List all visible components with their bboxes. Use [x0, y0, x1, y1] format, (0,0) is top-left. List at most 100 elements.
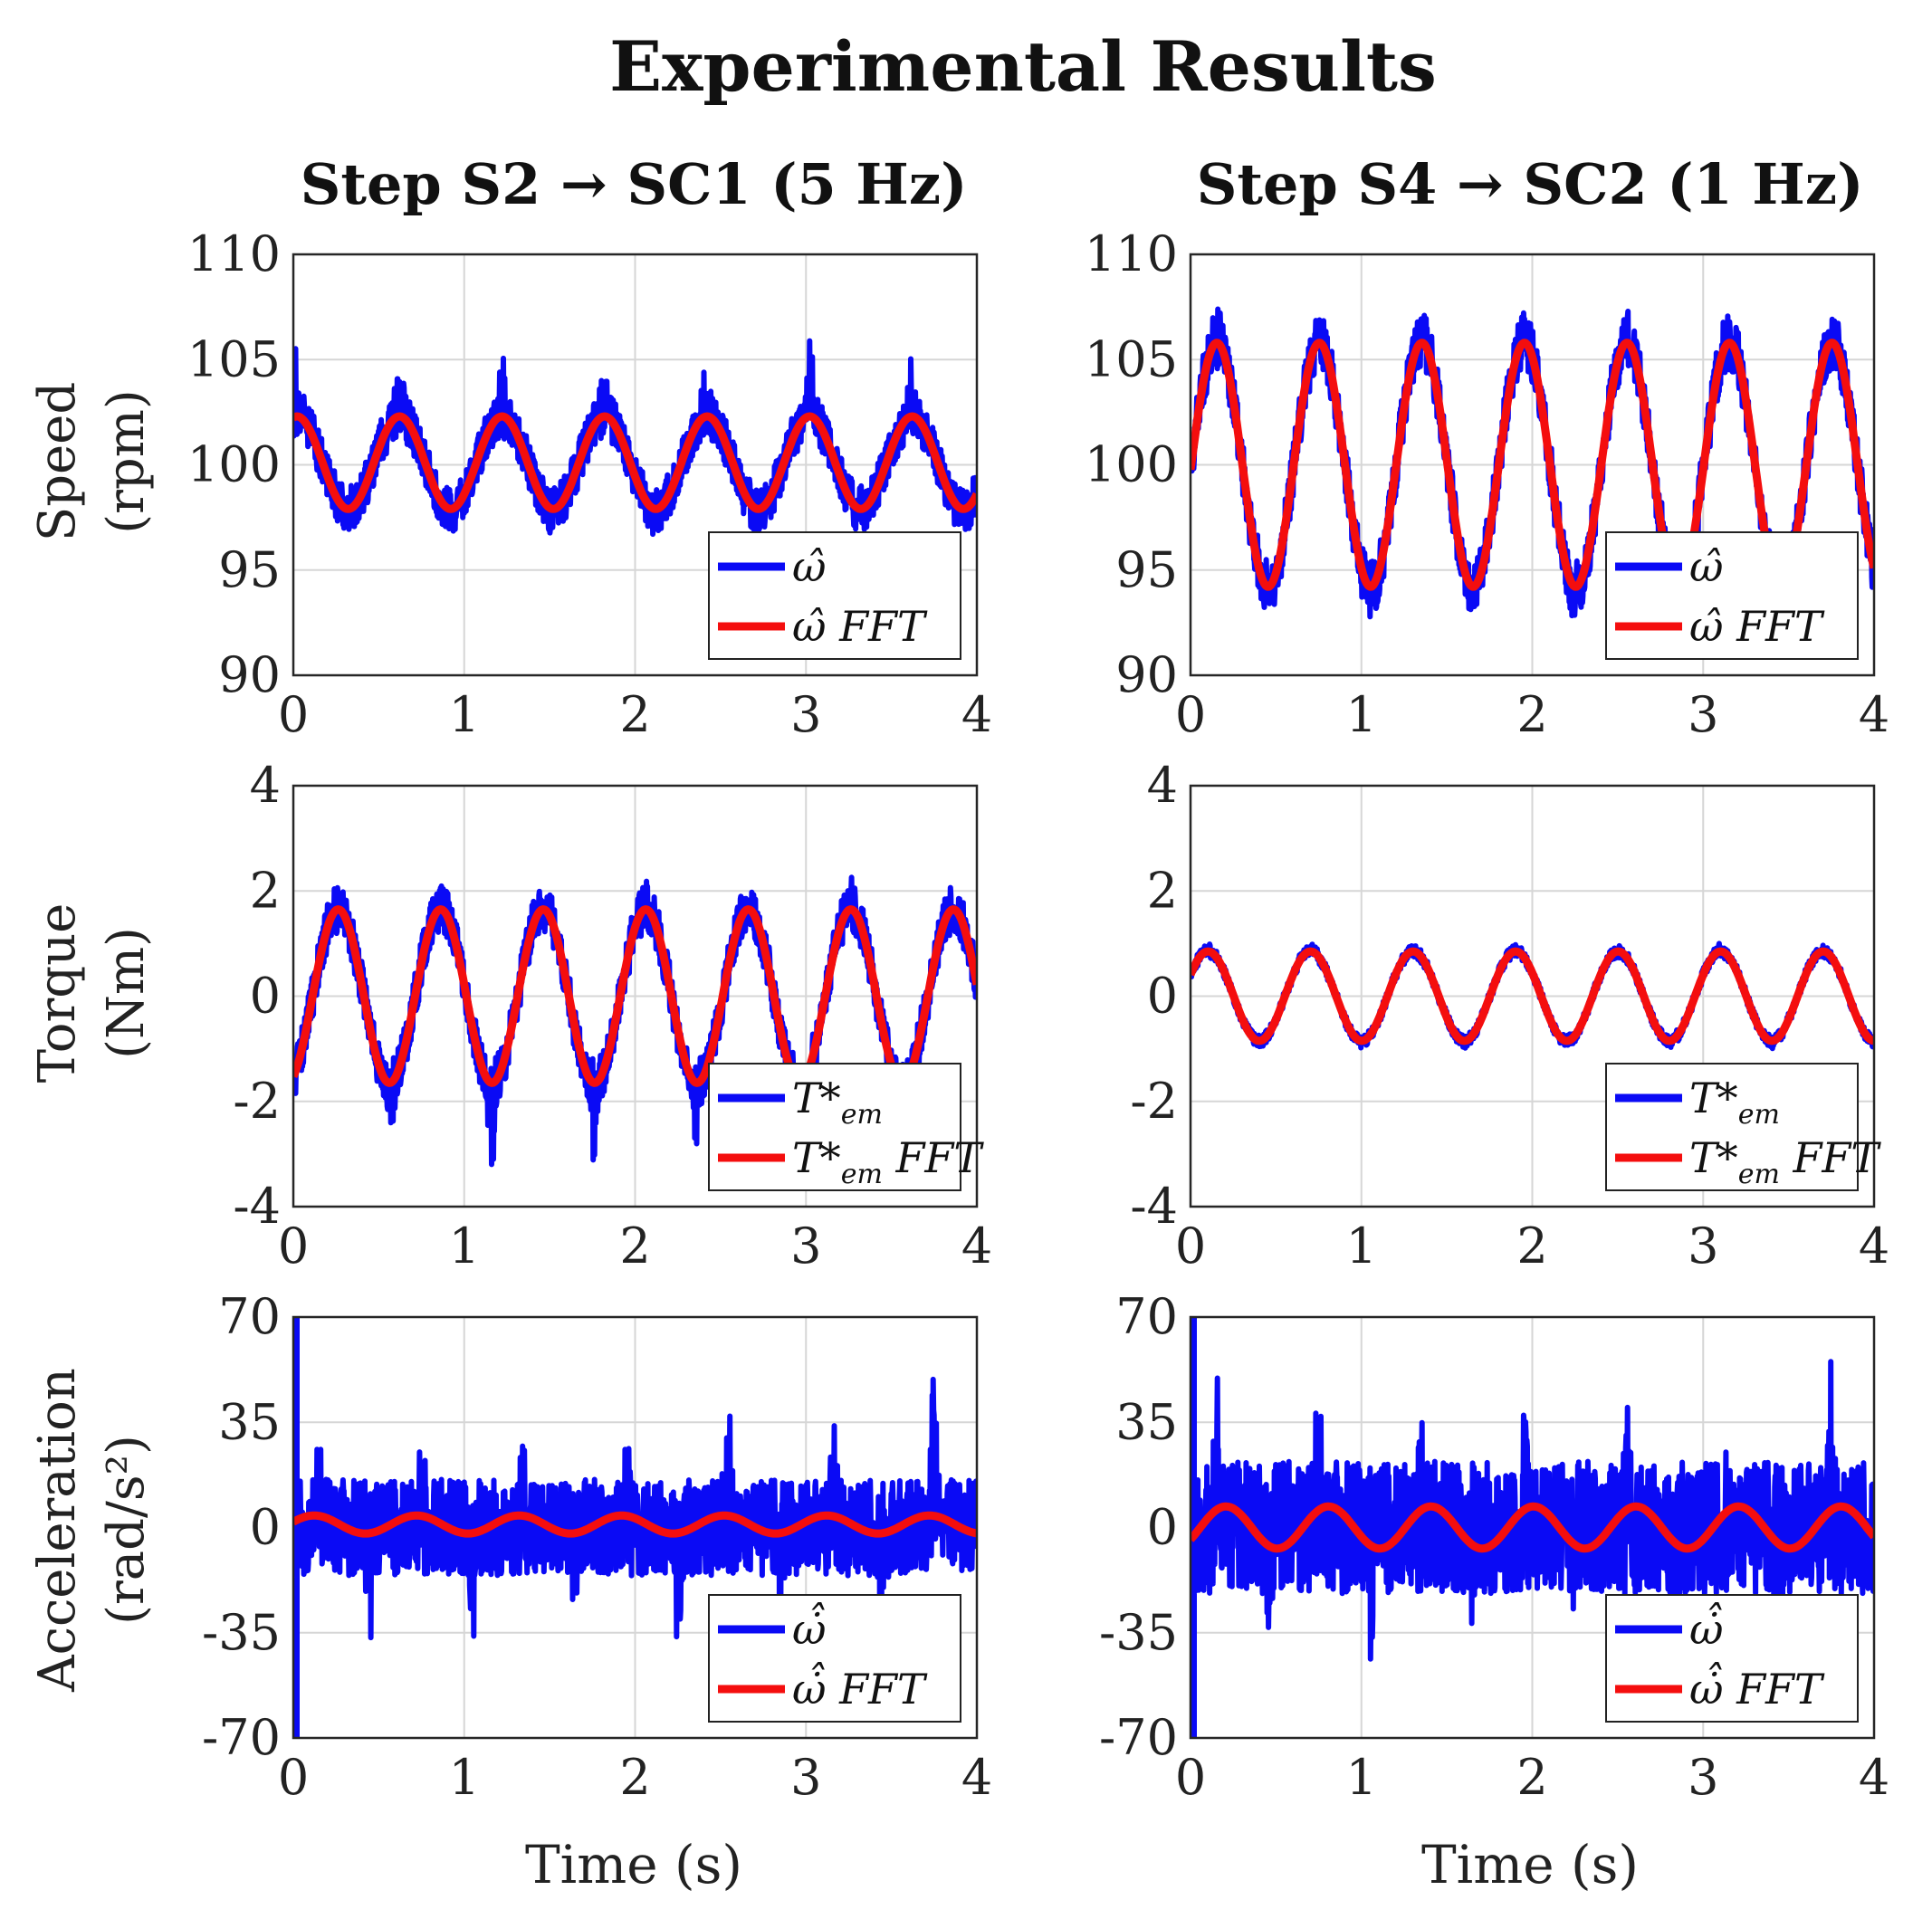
- y-tick-label: 2: [1147, 862, 1178, 919]
- legend-label: ω̂ FFT: [1689, 602, 1825, 651]
- panel-torque-s4: 0 1 2 3 4 -4 -2 0 2 4 T*emT*em FFT: [1130, 757, 1889, 1275]
- legend-box: [708, 1594, 961, 1723]
- x-tick-label: 3: [1688, 686, 1718, 743]
- y-tick-label: -35: [1099, 1604, 1178, 1661]
- legend-label: T*em FFT: [792, 1133, 984, 1190]
- series-fft-line: [1191, 947, 1874, 1045]
- x-tick-label: 3: [1688, 1749, 1718, 1806]
- x-tick-label: 0: [1175, 1749, 1206, 1806]
- y-tick-label: -4: [1130, 1178, 1178, 1235]
- legend: ω̇̂ ω̇̂ FFT: [1605, 1594, 1859, 1723]
- x-tick-label: 1: [449, 686, 480, 743]
- legend-label: ω̇̂: [1689, 1601, 1724, 1654]
- y-tick-label: 0: [250, 1499, 281, 1556]
- legend-box: [708, 531, 961, 660]
- legend-box: [1605, 531, 1859, 660]
- ylabel-acceleration: Acceleration (rad/s²): [28, 1368, 156, 1693]
- x-tick-label: 3: [790, 1217, 821, 1275]
- y-tick-label: -2: [1130, 1073, 1178, 1130]
- y-tick-label: 95: [1115, 541, 1178, 598]
- figure-title: Experimental Results: [609, 26, 1437, 107]
- y-tick-label: 110: [187, 225, 281, 282]
- legend-label: ω̇̂: [792, 1601, 827, 1654]
- series-measured-line: [293, 1317, 977, 1738]
- axes-frame: [1189, 253, 1876, 677]
- x-tick-label: 0: [278, 1217, 309, 1275]
- x-tick-label: 2: [619, 1749, 650, 1806]
- y-tick-label: 35: [1115, 1393, 1178, 1450]
- y-tick-label: 110: [1085, 225, 1178, 282]
- x-tick-label: 1: [449, 1217, 480, 1275]
- panel-accel-s2: 0 1 2 3 4 -70 -35 0 35 70 ω̇̂ ω̇̂ FFT: [202, 1288, 992, 1806]
- x-tick-label: 4: [961, 686, 992, 743]
- y-tick-label: 0: [1147, 968, 1178, 1025]
- y-tick-label: 100: [1085, 436, 1178, 493]
- legend-label: ω̂: [792, 542, 827, 591]
- y-tick-label: 4: [250, 757, 281, 814]
- x-tick-label: 0: [278, 686, 309, 743]
- axes-frame: [292, 784, 979, 1208]
- y-tick-label: 100: [187, 436, 281, 493]
- legend-label: ω̇̂ FFT: [792, 1661, 928, 1714]
- panel-speed-s4: 0 1 2 3 4 90 95 100 105 110 ω̂ ω̂ FFT: [1085, 225, 1889, 743]
- x-tick-label: 3: [790, 686, 821, 743]
- legend-label: ω̇̂ FFT: [1689, 1661, 1825, 1714]
- y-tick-label: -35: [202, 1604, 281, 1661]
- legend-box: [1605, 1594, 1859, 1723]
- y-tick-label: 70: [218, 1288, 281, 1345]
- xlabel-left: Time (s): [525, 1834, 742, 1895]
- x-tick-label: 4: [961, 1749, 992, 1806]
- x-tick-label: 4: [961, 1217, 992, 1275]
- axes-frame: [1189, 784, 1876, 1208]
- y-tick-label: 2: [250, 862, 281, 919]
- legend-label: T*em FFT: [1689, 1133, 1881, 1190]
- panel-torque-s2: 0 1 2 3 4 -4 -2 0 2 4 T*emT*em FFT: [233, 757, 992, 1275]
- y-tick-label: 0: [1147, 1499, 1178, 1556]
- legend: T*emT*em FFT: [708, 1063, 984, 1191]
- y-tick-label: -70: [1099, 1709, 1178, 1766]
- x-tick-label: 4: [1859, 686, 1889, 743]
- x-tick-label: 3: [790, 1749, 821, 1806]
- ylabel-torque-line2: (Nm): [97, 927, 156, 1059]
- legend-box: [1605, 1063, 1859, 1191]
- x-tick-label: 2: [1516, 1749, 1547, 1806]
- y-tick-label: -2: [233, 1073, 281, 1130]
- series-fft-line: [293, 905, 977, 1087]
- y-tick-label: -70: [202, 1709, 281, 1766]
- series-fft-line: [1191, 339, 1874, 591]
- legend: ω̂ ω̂ FFT: [708, 531, 961, 660]
- y-tick-label: -4: [233, 1178, 281, 1235]
- legend: T*emT*em FFT: [1605, 1063, 1881, 1191]
- legend-label: ω̂: [1689, 542, 1724, 591]
- y-tick-label: 4: [1147, 757, 1178, 814]
- legend-label: ω̂ FFT: [792, 602, 928, 651]
- x-tick-label: 4: [1859, 1749, 1889, 1806]
- ylabel-speed: Speed (rpm): [28, 382, 156, 541]
- x-tick-label: 2: [619, 1217, 650, 1275]
- y-tick-label: 0: [250, 968, 281, 1025]
- xlabel-right: Time (s): [1421, 1834, 1639, 1895]
- x-tick-label: 1: [1346, 1749, 1377, 1806]
- x-tick-label: 3: [1688, 1217, 1718, 1275]
- panel-accel-s4: 0 1 2 3 4 -70 -35 0 35 70 ω̇̂ ω̇̂ FFT: [1099, 1288, 1889, 1806]
- y-tick-label: 105: [187, 330, 281, 387]
- column-title-left: Step S2 → SC1 (5 Hz): [301, 151, 968, 217]
- x-tick-label: 0: [1175, 1217, 1206, 1275]
- ylabel-torque-line1: Torque: [28, 903, 87, 1084]
- panel-speed-s2: 0 1 2 3 4 90 95 100 105 110 ω̂ ω̂ FFT: [187, 225, 992, 743]
- ylabel-speed-line2: (rpm): [97, 389, 156, 533]
- axes-frame: [1189, 1315, 1876, 1740]
- column-title-right: Step S4 → SC2 (1 Hz): [1197, 151, 1864, 217]
- ylabel-torque: Torque (Nm): [28, 903, 156, 1084]
- legend-box: [708, 1063, 961, 1191]
- series-fft-line: [293, 412, 977, 513]
- legend-label: T*em: [1689, 1074, 1780, 1131]
- x-tick-label: 0: [278, 1749, 309, 1806]
- x-tick-label: 0: [1175, 686, 1206, 743]
- ylabel-speed-line1: Speed: [28, 382, 87, 541]
- x-tick-label: 4: [1859, 1217, 1889, 1275]
- legend: ω̂ ω̂ FFT: [1605, 531, 1859, 660]
- y-tick-label: 35: [218, 1393, 281, 1450]
- y-tick-label: 90: [1115, 646, 1178, 703]
